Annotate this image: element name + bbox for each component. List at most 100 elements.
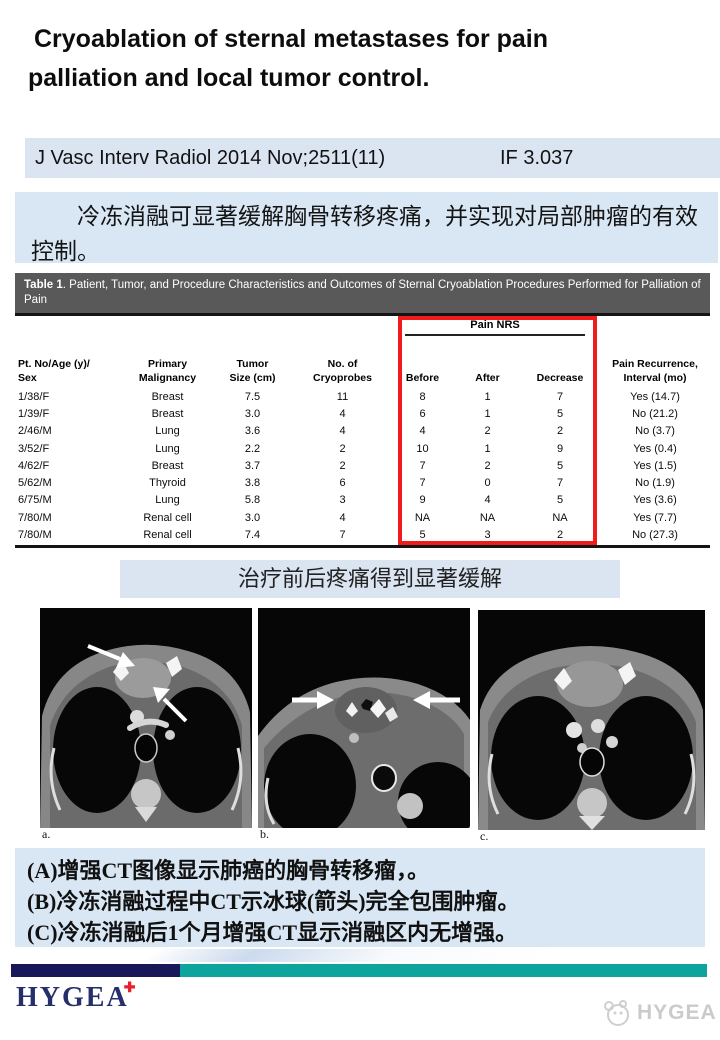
table-cell: Yes (14.7) (630, 390, 680, 403)
table-cell: 2 (556, 529, 564, 542)
table-cell: 11 (336, 390, 349, 403)
footer-bar-teal (180, 964, 707, 977)
pain-nrs-underline (405, 334, 585, 336)
table-cell: Renal cell (143, 529, 192, 542)
table-header-row: Pt. No/Age (y)/ Sex Primary Malignancy T… (15, 342, 710, 388)
table-cell: Lung (155, 494, 180, 507)
table-cell: 7 (339, 529, 346, 542)
table-cell: NA (479, 511, 496, 524)
column-header: Pt. No/Age (y)/ Sex (18, 358, 90, 384)
table-cell: 10 (416, 442, 429, 455)
table-cell: No (1.9) (635, 477, 675, 490)
table-cell: 9 (419, 494, 426, 507)
table-cell: Yes (7.7) (633, 511, 677, 524)
footer-swoosh-decoration (142, 949, 558, 962)
table-cell: NA (552, 511, 568, 524)
table-rows: 1/38/F Breast 7.5 11 8 1 7 Yes (14.7) 1/39/F Brea… (15, 388, 710, 544)
figure-label-a: a. (42, 827, 51, 841)
notes-panel: (A)增强CT图像显示肺癌的胸骨转移瘤，。 (B)冷冻消融过程中CT示冰球(箭头… (15, 848, 705, 947)
table-cell: 7/80/M (18, 529, 52, 542)
table-caption: Table 1. Patient, Tumor, and Procedure C… (15, 273, 710, 316)
table-cell: 4 (339, 511, 346, 524)
table-cell: 3 (484, 529, 491, 542)
table-cell: 7 (556, 477, 564, 490)
ct-scan-c (478, 610, 705, 830)
summary-text: 冷冻消融可显著缓解胸骨转移疼痛，并实现对局部肿瘤的有效控制。 (31, 204, 698, 264)
red-highlight-box (398, 316, 597, 545)
table-cell: 1/39/F (18, 407, 50, 420)
table-cell: 3.0 (244, 407, 261, 420)
figure-label-c: c. (480, 829, 489, 843)
table-cell: 1 (484, 390, 491, 403)
table-caption-label: Table 1 (24, 279, 63, 291)
table-caption-text: . Patient, Tumor, and Procedure Characte… (24, 279, 701, 306)
table-cell: 2/46/M (18, 425, 52, 438)
arrow-icons (87, 644, 188, 723)
table-cell: Breast (151, 390, 184, 403)
panda-circle-icon (604, 1000, 629, 1026)
table-cell: 5 (556, 494, 564, 507)
table-cell: Lung (155, 442, 180, 455)
footer-bar-navy (11, 964, 180, 977)
table-cell: Renal cell (143, 511, 192, 524)
table-panel: Table 1. Patient, Tumor, and Procedure C… (15, 273, 710, 548)
table-cell: 6 (339, 477, 346, 490)
note-line-a: (A)增强CT图像显示肺癌的胸骨转移瘤，。 (27, 858, 430, 883)
table-cell: 7.4 (244, 529, 261, 542)
table-cell: Breast (151, 459, 184, 472)
table-cell: 8 (419, 390, 426, 403)
table-cell: 9 (556, 442, 564, 455)
table-cell: 7.5 (244, 390, 261, 403)
table-cell: 3.7 (244, 459, 261, 472)
table-cell: Thyroid (149, 477, 186, 490)
table-body: Pain NRS Pt. No/Age (y)/ Sex Primary Mal… (15, 316, 710, 548)
table-cell: 4 (339, 425, 346, 438)
column-header: Primary Malignancy (138, 358, 197, 384)
table-cell: 5 (556, 407, 564, 420)
red-cross-icon: ✚ (123, 981, 136, 996)
table-cell: 0 (484, 477, 491, 490)
table-cell: 7/80/M (18, 511, 52, 524)
table-cell: 7 (419, 477, 426, 490)
note-line-b: (B)冷冻消融过程中CT示冰球(箭头)完全包围肿瘤。 (27, 889, 520, 914)
note-line-c: (C)冷冻消融后1个月增强CT显示消融区内无增强。 (27, 920, 518, 945)
watermark: HYGEA (602, 998, 717, 1028)
table-cell: NA (414, 511, 431, 524)
table-cell: 1/38/F (18, 390, 50, 403)
figure-label-b: b. (260, 827, 269, 841)
ct-scan-b-image (258, 608, 470, 828)
table-cell: 3 (339, 494, 346, 507)
table-cell: 5 (419, 529, 426, 542)
table-cell: No (3.7) (635, 425, 675, 438)
table-cell: 2 (484, 425, 491, 438)
ct-scan-b (258, 608, 470, 828)
column-header: Decrease (536, 372, 584, 384)
table-cell: 2.2 (244, 442, 261, 455)
table-cell: 7 (419, 459, 426, 472)
journal-citation: J Vasc Interv Radiol 2014 Nov;2511(11) (35, 146, 386, 169)
table-cell: Yes (0.4) (633, 442, 677, 455)
table-cell: Lung (155, 425, 180, 438)
page-title-line2: palliation and local tumor control. (28, 64, 430, 92)
page-title-line1: Cryoablation of sternal metastases for p… (34, 25, 549, 53)
mid-caption: 治疗前后疼痛得到显著缓解 (120, 560, 620, 598)
pain-nrs-label: Pain NRS (470, 319, 520, 331)
hygea-logo-text: HYGEA (16, 982, 129, 1013)
column-header: After (475, 372, 500, 384)
summary-panel: 冷冻消融可显著缓解胸骨转移疼痛，并实现对局部肿瘤的有效控制。 (15, 192, 718, 264)
table-cell: 6 (419, 407, 426, 420)
table-cell: 2 (339, 442, 346, 455)
table-cell: 7 (556, 390, 564, 403)
table-cell: 5 (556, 459, 564, 472)
table-cell: Yes (1.5) (633, 459, 677, 472)
watermark-text: HYGEA (637, 1001, 717, 1024)
table-cell: Yes (3.6) (633, 494, 677, 507)
table-cell: 3.6 (244, 425, 261, 438)
table-cell: No (27.3) (632, 529, 678, 542)
page-title: Cryoablation of sternal metastases for p… (28, 20, 692, 98)
arrow-icons (292, 691, 460, 709)
ct-scan-c-image (478, 610, 705, 830)
table-cell: 1 (484, 407, 491, 420)
table-cell: 6/75/M (18, 494, 52, 507)
